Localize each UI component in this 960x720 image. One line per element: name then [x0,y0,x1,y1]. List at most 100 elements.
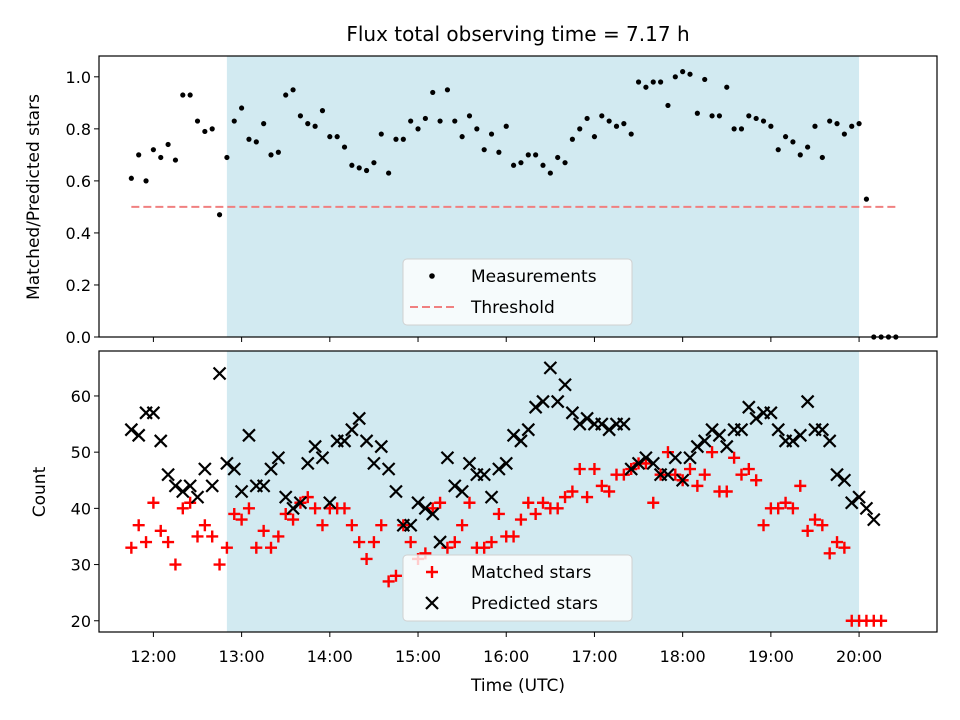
measurement-point [518,160,524,166]
predicted-star-point [374,439,389,454]
x-tick-label: 19:00 [748,647,794,666]
predicted-star-point [631,456,646,471]
matched-star-point [441,541,454,554]
y-tick-label: 0.6 [66,172,91,191]
predicted-star-point [852,490,866,504]
top-legend: Measurements Threshold [402,258,633,326]
predicted-star-point [300,456,315,471]
predicted-star-point [153,434,168,448]
predicted-star-point [286,501,300,516]
measurement-point [202,128,208,135]
measurement-point [341,144,348,150]
measurement-point [775,147,781,153]
predicted-star-point [323,495,337,510]
matched-star-point [757,519,770,532]
matched-star-point [301,491,314,504]
matched-star-point [875,614,888,627]
predicted-star-point [234,484,249,499]
matched-star-point [338,502,351,515]
x-tick-label: 20:00 [836,647,882,666]
matched-star-point [375,519,388,532]
predicted-star-point [337,434,352,448]
matched-star-point [456,519,469,532]
predicted-star-point [683,451,697,465]
matched-star-point [382,575,395,588]
measurement-point [172,157,179,163]
measurement-point [658,79,664,85]
matched-star-point [566,485,579,498]
measurement-point [562,160,568,166]
matched-star-point [684,463,697,476]
measurement-point [356,165,362,171]
matched-star-point [823,547,836,560]
measurement-point [319,108,326,114]
predicted-star-point [844,495,859,510]
matched-star-point [125,541,138,554]
top-panel: 0.0 0.2 0.4 0.6 0.8 1.0 Matched/Predicted sta… [24,55,938,347]
predicted-star-point [506,428,521,443]
measurement-point [216,212,223,218]
predicted-star-point [308,439,322,454]
matched-star-point [492,507,505,520]
legend-x-marker [425,596,439,610]
bottom-x-axis: 12:00 13:00 14:00 15:00 16:00 17:00 18:00 19:00… [130,632,882,666]
matched-star-point [661,446,674,459]
predicted-star-point [764,406,778,420]
matched-star-point [147,496,160,509]
matched-star-point [184,496,197,509]
measurement-point [459,134,465,140]
predicted-star-point [595,417,609,431]
matched-star-point [742,463,755,476]
measurement-point [510,162,517,168]
measurement-point [393,136,399,142]
matched-star-point [404,536,417,549]
measurement-point [312,123,318,129]
measurement-point [275,149,281,155]
measurement-point [599,113,605,119]
measurement-point [187,92,193,98]
predicted-star-point [190,490,205,504]
measurement-point [650,79,656,85]
predicted-star-point [131,428,146,443]
matched-star-point [786,502,799,515]
measurement-point [488,131,495,137]
measurement-point [746,113,752,119]
measurement-point [805,144,811,150]
measurement-point [863,196,870,202]
measurement-point [628,131,634,137]
measurement-point [474,126,480,132]
predicted-star-point [771,422,785,437]
predicted-star-point [455,484,469,499]
predicted-star-point [661,467,675,482]
predicted-star-point [448,479,462,493]
matched-star-point [522,496,535,509]
measurement-point [584,115,590,122]
predicted-star-point [602,422,616,437]
measurement-point [790,139,796,145]
predicted-star-point [381,462,396,476]
matched-star-point [206,530,219,543]
predicted-star-point [242,428,256,443]
matched-star-point [198,519,211,532]
predicted-star-point [786,434,800,448]
predicted-star-point [749,411,763,426]
predicted-star-point [205,479,219,493]
matched-star-point [728,451,741,464]
matched-star-point [162,536,175,549]
matched-star-point [706,446,719,459]
predicted-star-point [859,501,874,516]
matched-star-point [242,502,255,515]
measurement-point [606,118,612,124]
x-tick-label: 14:00 [307,647,353,666]
matched-star-point [647,496,660,509]
predicted-star-point [264,462,278,476]
matched-star-point [617,468,630,481]
matched-star-point [735,468,748,481]
bottom-plot-frame [98,350,938,633]
matched-star-point [603,485,616,498]
measurement-point [408,118,414,124]
top-y-label: Matched/Predicted stars [24,94,44,300]
matched-star-point [367,536,380,549]
matched-star-point [345,519,358,532]
matched-star-point [265,541,278,554]
